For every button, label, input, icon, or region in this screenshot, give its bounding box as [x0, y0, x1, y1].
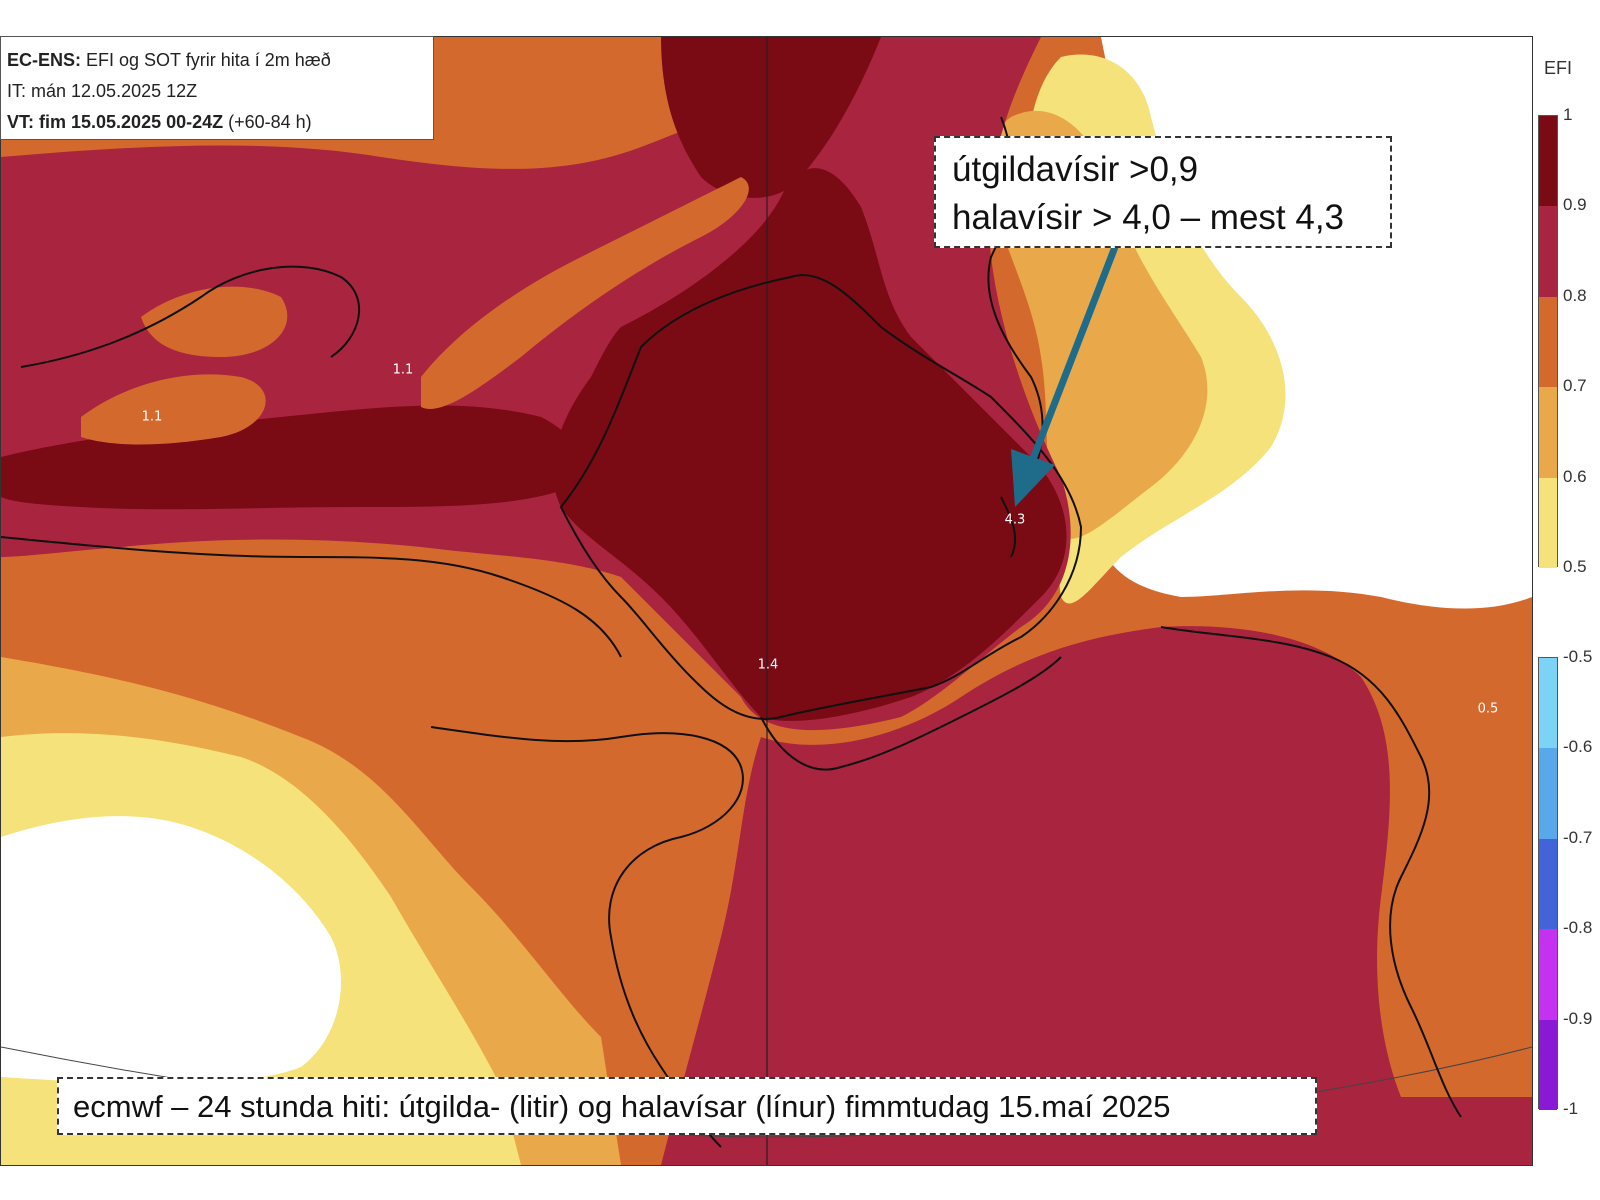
legend-positive-segment [1539, 116, 1557, 207]
legend-title: EFI [1544, 58, 1573, 78]
callout-line-sot: halavísir > 4,0 – mest 4,3 [952, 198, 1345, 237]
efi-field-0-8-0-9 [661, 626, 1532, 1165]
legend-negative-tick-label: -0.8 [1563, 918, 1593, 938]
sot-value-label: 1.1 [141, 409, 163, 425]
legend-negative-tick-label: -0.5 [1563, 647, 1593, 666]
legend-positive-tick-label: 0.6 [1563, 466, 1587, 486]
sot-contour [1, 536, 622, 658]
callout-arrow-head [1011, 449, 1055, 507]
legend-positive-segment [1539, 387, 1557, 478]
legend-negative-segment [1539, 658, 1557, 749]
legend-positive-tick-label: 0.9 [1563, 195, 1587, 215]
sot-contour [430, 726, 744, 1148]
efi-field-below-0-5 [1, 816, 341, 1084]
legend-negative-tick-label: -0.6 [1563, 737, 1593, 757]
legend-positive-segment [1539, 296, 1557, 388]
legend-positive-tick-label: 0.7 [1563, 376, 1587, 396]
sot-value-label: 0.5 [1477, 701, 1499, 717]
efi-field-above-0-9 [552, 168, 1067, 721]
legend-negative-segment [1539, 748, 1557, 839]
legend-negative-segment [1539, 838, 1557, 930]
legend-positive-bar [1538, 115, 1558, 568]
legend-negative-tick-label: -1 [1563, 1099, 1579, 1118]
legend-positive-tick-label: 1 [1563, 105, 1573, 124]
legend-negative-bar [1538, 657, 1558, 1110]
legend-negative-segment [1539, 929, 1557, 1020]
efi-field-above-0-9 [1, 405, 581, 510]
efi-field-above-0-9 [661, 37, 881, 198]
sot-contour [1000, 496, 1017, 558]
sot-contour [1160, 626, 1462, 1118]
legend-positive-segment [1539, 477, 1557, 568]
efi-field-0-7-0-8 [81, 374, 266, 445]
legend-positive-segment [1539, 206, 1557, 297]
sot-contour [760, 656, 1062, 771]
sot-contour [559, 274, 1083, 720]
product-title: EC-ENS: EFI og SOT fyrir hita í 2m hæð [7, 50, 331, 70]
sot-value-label: 1.1 [392, 362, 414, 378]
sot-value-label: 1.4 [757, 657, 779, 673]
forecast-info-box: EC-ENS: EFI og SOT fyrir hita í 2m hæð I… [0, 36, 434, 140]
callout-arrow-shaft [1029, 245, 1119, 461]
sot-value-label: 4.3 [1004, 512, 1026, 528]
legend-negative-tick-label: -0.7 [1563, 827, 1593, 847]
initial-time: IT: mán 12.05.2025 12Z [7, 81, 198, 101]
legend-negative-segment [1539, 1019, 1557, 1110]
efi-field-0-7-0-8 [421, 177, 749, 409]
sot-contour [20, 265, 360, 368]
efi-field-0-7-0-8 [141, 286, 288, 357]
valid-time: VT: fim 15.05.2025 00-24Z (+60-84 h) [7, 112, 312, 132]
legend-positive-tick-label: 0.5 [1563, 557, 1587, 576]
efi-callout-box: útgildavísir >0,9 halavísir > 4,0 – mest… [934, 136, 1392, 248]
callout-line-efi: útgildavísir >0,9 [952, 150, 1199, 189]
map-caption: ecmwf – 24 stunda hiti: útgilda- (litir)… [57, 1077, 1317, 1135]
legend-positive-tick-label: 0.8 [1563, 285, 1587, 305]
legend-negative-tick-label: -0.9 [1563, 1008, 1593, 1028]
